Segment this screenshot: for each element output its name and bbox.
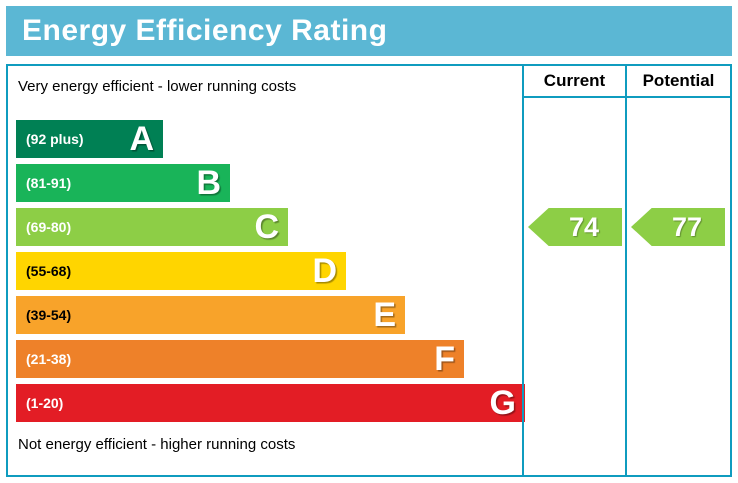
band-row-e: (39-54) E (16, 296, 522, 334)
bottom-caption: Not energy efficient - higher running co… (18, 436, 296, 453)
band-row-f: (21-38) F (16, 340, 522, 378)
band-range-label: (39-54) (26, 307, 72, 323)
band-bar-e: (39-54) E (16, 296, 405, 334)
rating-chart-frame: Very energy efficient - lower running co… (6, 64, 732, 477)
title-bar: Energy Efficiency Rating (6, 6, 732, 56)
band-bar-b: (81-91) B (16, 164, 230, 202)
current-rating-arrow: 74 (528, 208, 622, 246)
rating-bands-area: Very energy efficient - lower running co… (8, 66, 525, 475)
band-row-d: (55-68) D (16, 252, 522, 290)
band-bar-c: (69-80) C (16, 208, 288, 246)
band-range-label: (55-68) (26, 263, 72, 279)
band-row-c: (69-80) C (16, 208, 522, 246)
band-bar-f: (21-38) F (16, 340, 464, 378)
band-row-a: (92 plus) A (16, 120, 522, 158)
band-letter: A (129, 120, 154, 158)
band-bar-a: (92 plus) A (16, 120, 163, 158)
band-range-label: (69-80) (26, 219, 72, 235)
band-letter: C (254, 208, 279, 246)
band-row-b: (81-91) B (16, 164, 522, 202)
top-caption: Very energy efficient - lower running co… (18, 78, 297, 95)
band-row-g: (1-20) G (16, 384, 525, 422)
band-range-label: (21-38) (26, 351, 72, 367)
potential-rating-value: 77 (671, 211, 703, 242)
band-range-label: (92 plus) (26, 131, 84, 147)
band-range-label: (81-91) (26, 175, 72, 191)
band-letter: F (434, 340, 455, 378)
band-letter: G (489, 384, 516, 422)
band-bar-g: (1-20) G (16, 384, 525, 422)
band-letter: D (312, 252, 337, 290)
potential-column: Potential 77 (625, 66, 730, 475)
band-letter: B (196, 164, 221, 202)
band-bar-d: (55-68) D (16, 252, 346, 290)
band-letter: E (373, 296, 396, 334)
current-rating-value: 74 (568, 211, 600, 242)
current-column-header: Current (524, 66, 625, 98)
potential-rating-arrow: 77 (631, 208, 725, 246)
potential-column-header: Potential (627, 66, 730, 98)
rating-bands: (92 plus) A (81-91) B (69-80) C (16, 120, 525, 422)
band-range-label: (1-20) (26, 395, 64, 411)
current-column: Current 74 (522, 66, 625, 475)
page-title: Energy Efficiency Rating (22, 14, 388, 47)
